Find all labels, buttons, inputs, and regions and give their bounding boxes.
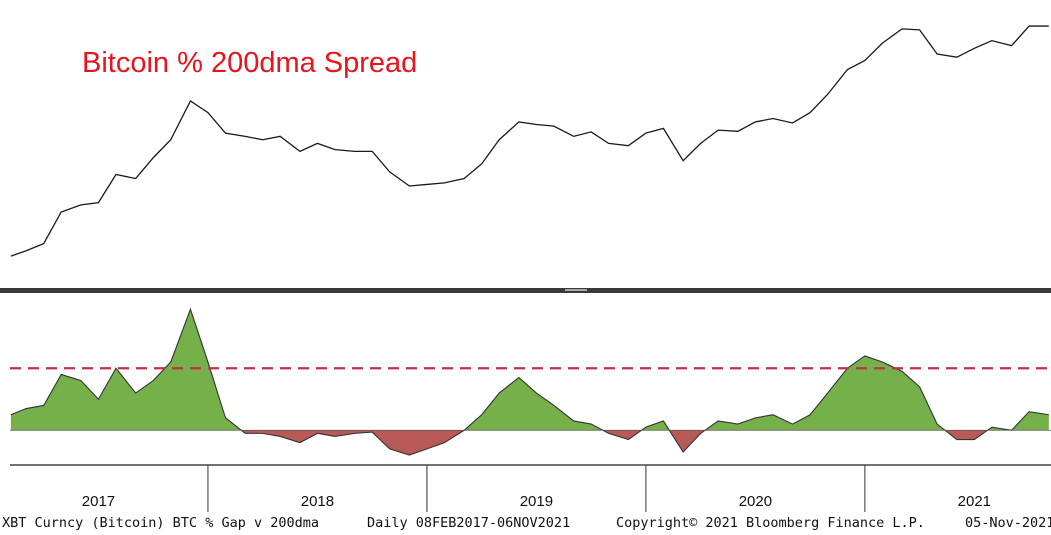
footer-text: XBT Curncy (Bitcoin) BTC % Gap v 200dma [2, 515, 319, 531]
panel-divider [0, 288, 1051, 293]
area-positive [10, 309, 1049, 431]
divider-grip [565, 289, 587, 291]
x-tick-label: 2020 [739, 493, 772, 510]
x-tick-label: 2017 [82, 493, 115, 510]
area-negative [241, 430, 988, 456]
footer-text: Daily 08FEB2017-06NOV2021 [367, 515, 570, 531]
price-line [10, 25, 1049, 257]
x-tick-label: 2018 [301, 493, 334, 510]
x-tick-label: 2019 [520, 493, 553, 510]
footer-text: 05-Nov-2021 [965, 515, 1051, 531]
footer-text: Copyright© 2021 Bloomberg Finance L.P. [616, 515, 925, 531]
spread-line [10, 307, 1049, 456]
x-tick-label: 2021 [958, 493, 991, 510]
chart-title: Bitcoin % 200dma Spread [82, 47, 417, 79]
